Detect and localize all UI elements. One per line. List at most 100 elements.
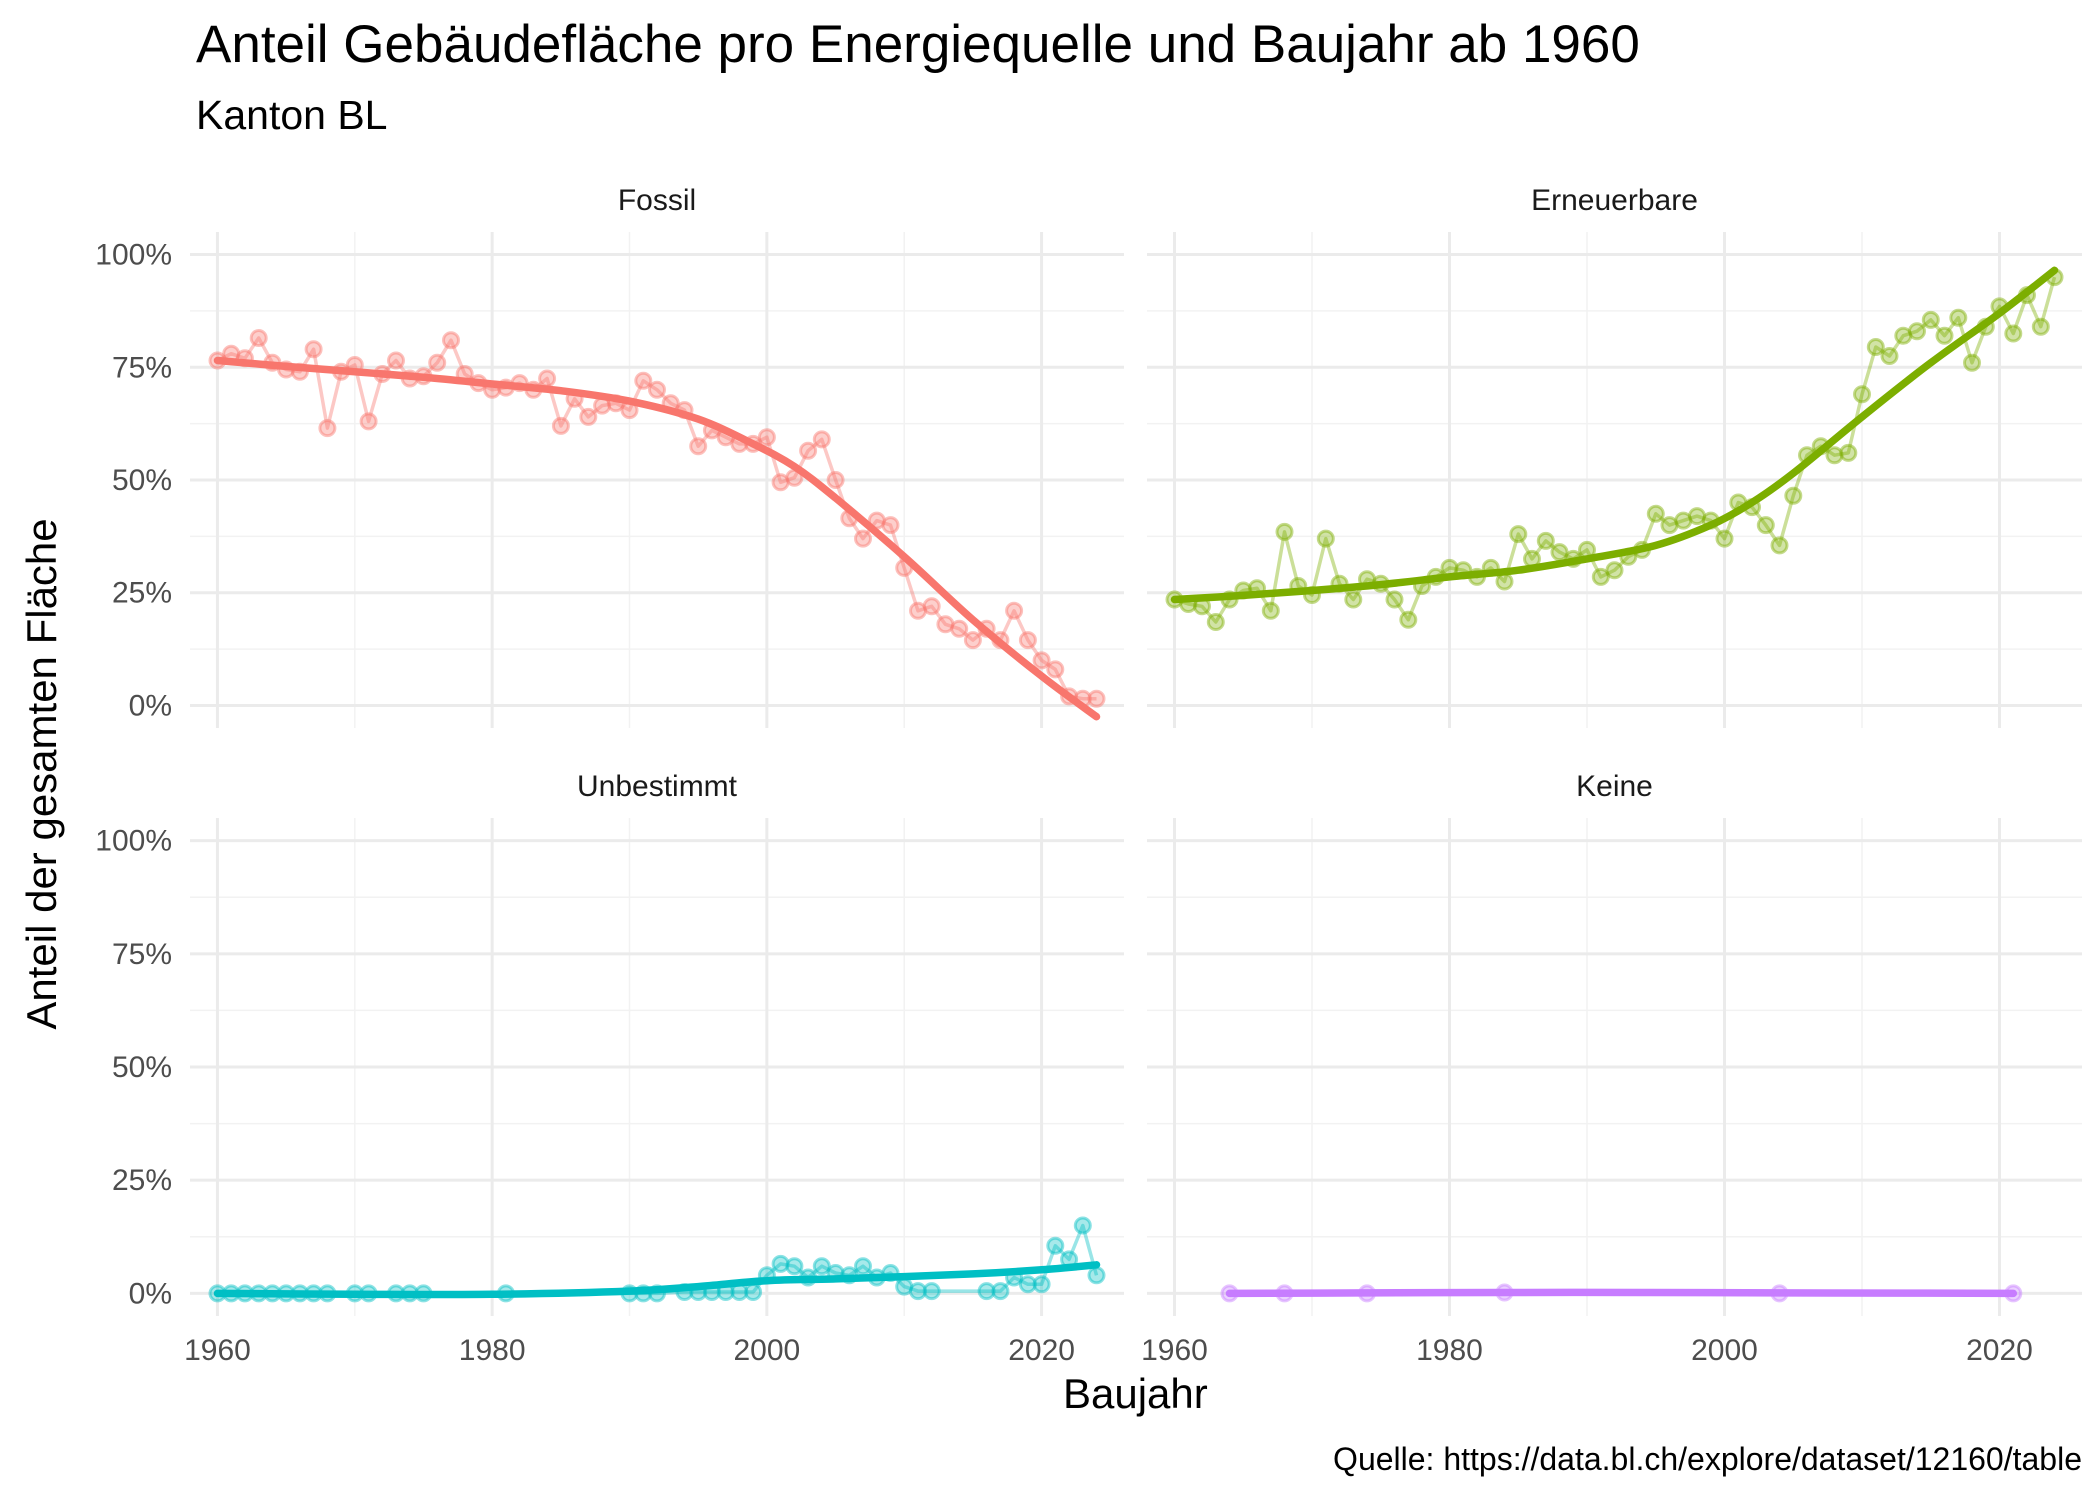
data-point	[1853, 385, 1871, 404]
data-point	[1261, 601, 1280, 620]
y-tick-label: 50%	[112, 1051, 172, 1084]
data-point	[909, 1282, 927, 1301]
x-tick-label: 1960	[1141, 1334, 1208, 1367]
data-point	[909, 601, 927, 620]
data-line-unbestimmt	[217, 1223, 1099, 1296]
data-point	[1275, 522, 1294, 541]
y-tick-label: 0%	[129, 1277, 172, 1310]
y-tick-label: 100%	[95, 239, 172, 272]
data-point	[1963, 353, 1981, 372]
data-point	[2031, 317, 2050, 336]
data-point	[854, 529, 872, 548]
data-point	[1674, 511, 1693, 530]
data-point	[318, 419, 337, 438]
chart-title: Anteil Gebäudefläche pro Energiequelle u…	[196, 15, 1640, 74]
data-point	[1385, 590, 1404, 609]
y-tick-label: 75%	[112, 938, 172, 971]
data-point	[799, 441, 818, 460]
y-tick-label: 75%	[112, 351, 172, 384]
data-point	[1536, 531, 1555, 550]
data-point	[304, 340, 323, 359]
data-point	[826, 471, 845, 489]
data-point	[1032, 651, 1051, 670]
strip-label: Fossil	[618, 184, 696, 217]
data-point	[1688, 507, 1706, 526]
data-point	[1509, 525, 1528, 544]
panel-fossil: Fossil 0% 25% 50% 75% 100%	[95, 184, 1124, 728]
data-point	[387, 351, 405, 370]
data-point	[1550, 543, 1569, 562]
data-point	[1921, 310, 1940, 329]
data-point	[1839, 443, 1858, 462]
x-tick-label: 2020	[1008, 1334, 1075, 1367]
x-axis-title: Baujahr	[1063, 1370, 1208, 1417]
data-point	[922, 597, 941, 616]
x-tick-label: 1960	[184, 1334, 251, 1367]
data-point	[1646, 504, 1665, 523]
data-point	[936, 615, 955, 634]
data-point	[1316, 529, 1335, 548]
data-point	[757, 428, 776, 447]
data-point	[922, 1282, 941, 1301]
data-point	[963, 631, 982, 650]
data-point	[1894, 326, 1913, 345]
y-tick-label: 100%	[95, 825, 172, 858]
trend-line-fossil	[213, 356, 1101, 721]
data-point	[1344, 590, 1363, 609]
y-tick-label: 0%	[129, 689, 172, 722]
data-point	[812, 1257, 831, 1276]
data-point	[249, 329, 268, 347]
trend-line-erneuerbare	[1170, 266, 2059, 604]
strip-label: Unbestimmt	[577, 770, 738, 803]
y-axis-title: Anteil der gesamten Fläche	[18, 518, 65, 1030]
data-point	[1018, 631, 1037, 650]
y-tick-label: 50%	[112, 464, 172, 497]
data-point	[538, 369, 557, 388]
data-point	[1591, 567, 1610, 586]
y-tick-label: 25%	[112, 577, 172, 610]
x-tick-label: 1980	[1416, 1334, 1483, 1367]
data-point	[1032, 1275, 1051, 1294]
data-point	[1715, 529, 1734, 548]
data-point	[689, 437, 708, 456]
data-point	[1046, 1236, 1065, 1255]
data-point	[1825, 446, 1844, 465]
chart-caption: Quelle: https://data.bl.ch/explore/datas…	[1333, 1441, 2082, 1477]
data-point	[1660, 516, 1679, 535]
trend-line-keine	[1225, 1288, 2018, 1298]
data-point	[991, 1282, 1010, 1301]
data-point	[442, 331, 460, 350]
data-line-erneuerbare	[1173, 276, 2057, 624]
x-tick-label: 2000	[1691, 1334, 1758, 1367]
data-line-fossil	[216, 336, 1097, 701]
data-point	[1073, 1216, 1092, 1235]
trend-line-unbestimmt	[213, 1261, 1101, 1299]
data-point	[785, 1257, 804, 1276]
data-point	[551, 416, 570, 435]
data-point	[634, 371, 653, 390]
data-point	[771, 1254, 790, 1273]
panel-keine: Keine 1960 1980 2000 2020	[1141, 770, 2082, 1367]
y-tick-label: 25%	[112, 1164, 172, 1197]
panel-unbestimmt: Unbestimmt 0% 25% 50% 75% 100% 1960 1980 2000 202…	[95, 770, 1124, 1367]
data-point	[1949, 308, 1968, 327]
x-tick-label: 1980	[459, 1334, 526, 1367]
data-point	[1005, 601, 1024, 620]
data-point	[881, 516, 900, 535]
data-point	[1880, 347, 1899, 365]
data-point	[1866, 338, 1885, 356]
panel-erneuerbare: Erneuerbare	[1147, 184, 2082, 728]
data-point	[648, 380, 666, 399]
data-point	[1935, 326, 1954, 345]
data-point	[359, 412, 378, 431]
data-point	[812, 430, 831, 449]
chart-subtitle: Kanton BL	[196, 92, 388, 138]
data-point	[1018, 1275, 1037, 1294]
data-point	[1046, 660, 1065, 679]
x-tick-label: 2020	[1966, 1334, 2033, 1367]
data-point	[1605, 561, 1624, 580]
data-point	[579, 407, 598, 426]
data-point	[854, 1257, 872, 1276]
data-point	[744, 1283, 763, 1301]
